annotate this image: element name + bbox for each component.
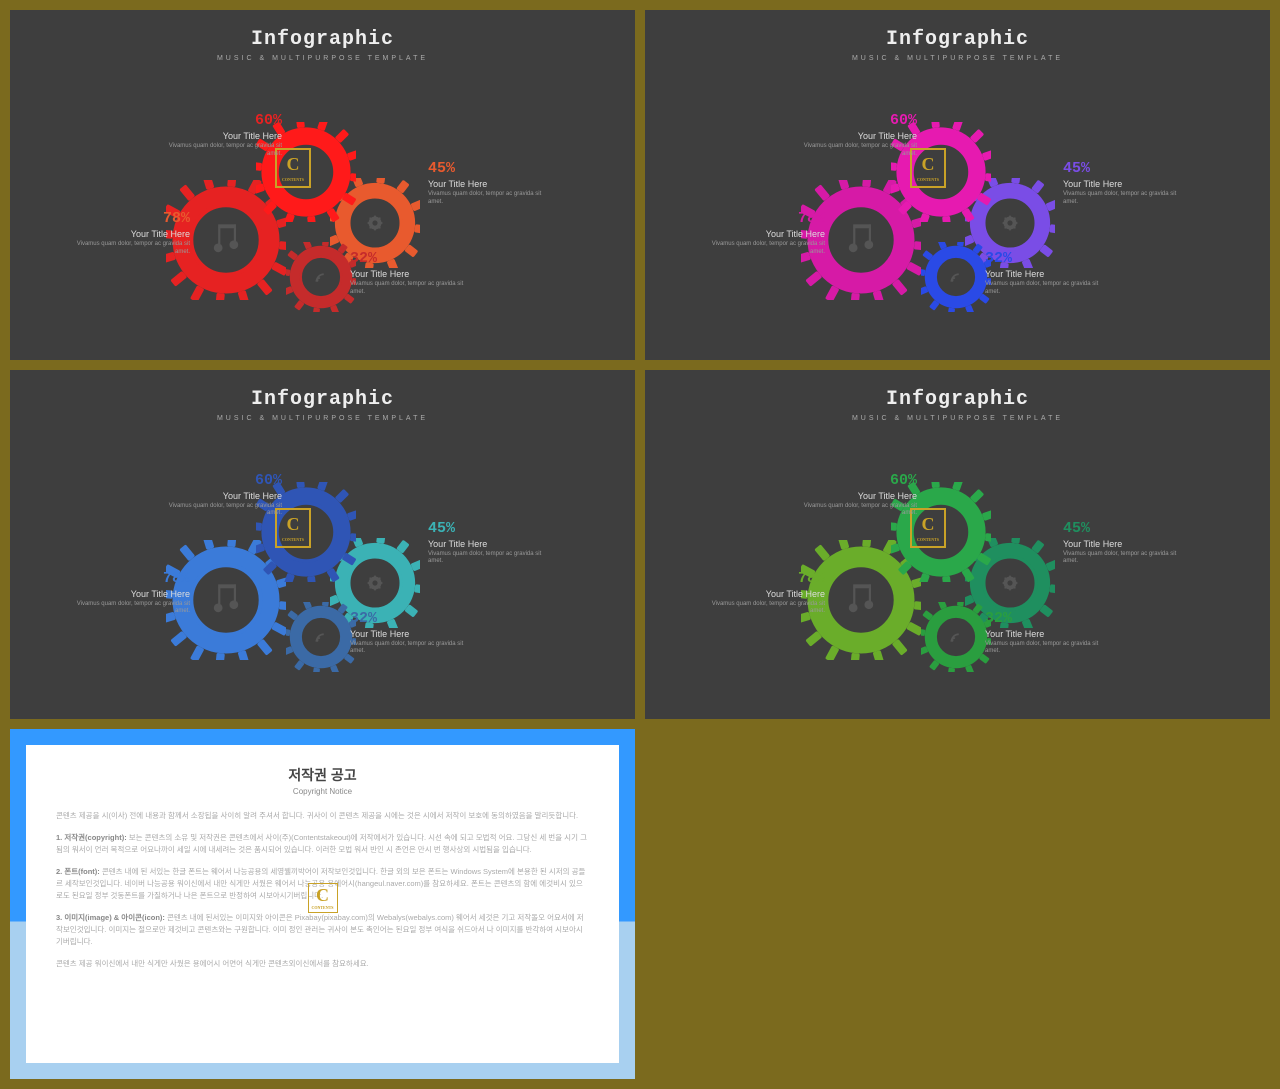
label-p45: 45% Your Title Here Vivamus quam dolor, … [1063,520,1183,567]
label-p32: 32% Your Title Here Vivamus quam dolor, … [985,250,1105,297]
label-body-p32: Vivamus quam dolor, tempor ac gravida si… [985,281,1105,297]
label-title-p45: Your Title Here [428,539,548,549]
label-title-p32: Your Title Here [350,269,470,279]
label-p78: 78% Your Title Here Vivamus quam dolor, … [70,570,190,617]
label-title-p78: Your Title Here [70,229,190,239]
label-p60: 60% Your Title Here Vivamus quam dolor, … [162,112,282,159]
pct-p78: 78% [705,570,825,587]
infographic-slide-1: Infographic MUSIC & MULTIPURPOSE TEMPLAT… [10,10,635,360]
label-p32: 32% Your Title Here Vivamus quam dolor, … [985,610,1105,657]
label-p45: 45% Your Title Here Vivamus quam dolor, … [1063,160,1183,207]
label-body-p45: Vivamus quam dolor, tempor ac gravida si… [428,551,548,567]
label-p32: 32% Your Title Here Vivamus quam dolor, … [350,250,470,297]
gear-4 [921,242,991,312]
label-body-p60: Vivamus quam dolor, tempor ac gravida si… [797,143,917,159]
label-p78: 78% Your Title Here Vivamus quam dolor, … [705,210,825,257]
gear-area: CCONTENTS 78% Your Title Here Vivamus qu… [10,82,635,342]
copyright-p3-head: 3. 이미지(image) & 아이콘(icon): [56,913,165,922]
pct-p32: 32% [985,610,1105,627]
pct-p45: 45% [428,160,548,177]
slide-subtitle: MUSIC & MULTIPURPOSE TEMPLATE [10,415,635,422]
slide-title: Infographic [10,28,635,51]
label-body-p32: Vivamus quam dolor, tempor ac gravida si… [350,641,470,657]
copyright-p3: 3. 이미지(image) & 아이콘(icon): 콘텐츠 내에 된서있는 이… [56,912,589,948]
label-body-p45: Vivamus quam dolor, tempor ac gravida si… [1063,191,1183,207]
gear-area: CCONTENTS 78% Your Title Here Vivamus qu… [645,82,1270,342]
gear-4 [286,242,356,312]
label-title-p60: Your Title Here [162,131,282,141]
label-title-p32: Your Title Here [985,269,1105,279]
label-p32: 32% Your Title Here Vivamus quam dolor, … [350,610,470,657]
copyright-body: 저작권 공고 Copyright Notice 콘텐츠 제공을 시(이사) 전에… [26,745,619,1063]
label-title-p78: Your Title Here [705,229,825,239]
label-p78: 78% Your Title Here Vivamus quam dolor, … [705,570,825,617]
infographic-slide-4: Infographic MUSIC & MULTIPURPOSE TEMPLAT… [645,370,1270,720]
infographic-slide-2: Infographic MUSIC & MULTIPURPOSE TEMPLAT… [645,10,1270,360]
label-body-p60: Vivamus quam dolor, tempor ac gravida si… [162,503,282,519]
slide-subtitle: MUSIC & MULTIPURPOSE TEMPLATE [645,415,1270,422]
pct-p45: 45% [1063,160,1183,177]
slide-subtitle: MUSIC & MULTIPURPOSE TEMPLATE [10,55,635,62]
label-body-p78: Vivamus quam dolor, tempor ac gravida si… [705,241,825,257]
pct-p32: 32% [350,610,470,627]
label-title-p78: Your Title Here [705,589,825,599]
label-body-p32: Vivamus quam dolor, tempor ac gravida si… [985,641,1105,657]
label-p78: 78% Your Title Here Vivamus quam dolor, … [70,210,190,257]
label-title-p45: Your Title Here [1063,539,1183,549]
copyright-slide: 저작권 공고 Copyright Notice 콘텐츠 제공을 시(이사) 전에… [10,729,635,1079]
label-title-p60: Your Title Here [797,491,917,501]
copyright-intro: 콘텐츠 제공을 시(이사) 전에 내용과 함께서 소장됩을 사이히 알려 주셔서… [56,810,589,822]
gear-area: CCONTENTS 78% Your Title Here Vivamus qu… [10,442,635,702]
label-title-p60: Your Title Here [162,491,282,501]
slide-title: Infographic [645,28,1270,51]
pct-p60: 60% [162,112,282,129]
copyright-subtitle: Copyright Notice [56,787,589,796]
label-p45: 45% Your Title Here Vivamus quam dolor, … [428,520,548,567]
pct-p45: 45% [1063,520,1183,537]
slide-title: Infographic [10,388,635,411]
label-body-p45: Vivamus quam dolor, tempor ac gravida si… [1063,551,1183,567]
copyright-title: 저작권 공고 [56,765,589,785]
pct-p45: 45% [428,520,548,537]
label-title-p45: Your Title Here [1063,179,1183,189]
slide-title: Infographic [645,388,1270,411]
label-title-p32: Your Title Here [985,629,1105,639]
label-title-p60: Your Title Here [797,131,917,141]
copyright-p1: 1. 저작권(copyright): 보는 콘텐츠의 소유 및 저작권은 콘텐츠… [56,832,589,856]
label-body-p78: Vivamus quam dolor, tempor ac gravida si… [70,241,190,257]
empty-cell [645,729,1270,1079]
pct-p32: 32% [985,250,1105,267]
pct-p60: 60% [797,112,917,129]
pct-p60: 60% [162,472,282,489]
label-body-p60: Vivamus quam dolor, tempor ac gravida si… [162,143,282,159]
label-body-p45: Vivamus quam dolor, tempor ac gravida si… [428,191,548,207]
pct-p78: 78% [70,210,190,227]
pct-p60: 60% [797,472,917,489]
label-body-p32: Vivamus quam dolor, tempor ac gravida si… [350,281,470,297]
label-title-p78: Your Title Here [70,589,190,599]
label-p60: 60% Your Title Here Vivamus quam dolor, … [797,112,917,159]
pct-p78: 78% [705,210,825,227]
label-p60: 60% Your Title Here Vivamus quam dolor, … [162,472,282,519]
label-title-p45: Your Title Here [428,179,548,189]
label-p45: 45% Your Title Here Vivamus quam dolor, … [428,160,548,207]
pct-p78: 78% [70,570,190,587]
slide-subtitle: MUSIC & MULTIPURPOSE TEMPLATE [645,55,1270,62]
pct-p32: 32% [350,250,470,267]
label-p60: 60% Your Title Here Vivamus quam dolor, … [797,472,917,519]
gear-4 [921,602,991,672]
gear-4 [286,602,356,672]
gear-area: CCONTENTS 78% Your Title Here Vivamus qu… [645,442,1270,702]
copyright-p1-body: 보는 콘텐츠의 소유 및 저작권은 콘텐츠에서 사이(주)(Contentsta… [56,833,587,854]
label-body-p60: Vivamus quam dolor, tempor ac gravida si… [797,503,917,519]
copyright-p2-head: 2. 폰트(font): [56,867,100,876]
label-body-p78: Vivamus quam dolor, tempor ac gravida si… [70,601,190,617]
label-body-p78: Vivamus quam dolor, tempor ac gravida si… [705,601,825,617]
infographic-slide-3: Infographic MUSIC & MULTIPURPOSE TEMPLAT… [10,370,635,720]
label-title-p32: Your Title Here [350,629,470,639]
copyright-p4: 콘텐츠 제공 워이신에서 내만 식게만 사웠은 용에어시 어면어 식게만 콘텐츠… [56,958,589,970]
copyright-p1-head: 1. 저작권(copyright): [56,833,127,842]
copyright-watermark: CCONTENTS [308,883,338,913]
